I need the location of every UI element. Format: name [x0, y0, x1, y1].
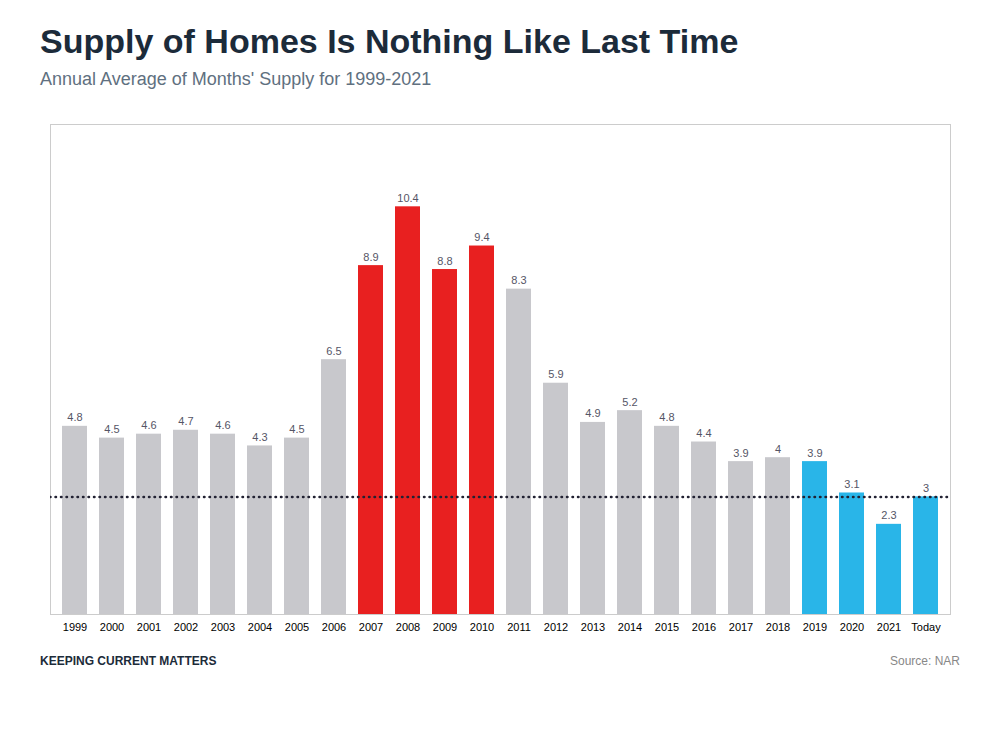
- svg-text:2020: 2020: [840, 621, 864, 633]
- html-text:KEEPING CURRENT MATTERS: KEEPING CURRENT MATTERS: [40, 654, 217, 668]
- svg-text:4.6: 4.6: [215, 419, 230, 431]
- svg-text:1999: 1999: [63, 621, 87, 633]
- svg-text:3.9: 3.9: [733, 447, 748, 459]
- svg-text:2016: 2016: [692, 621, 716, 633]
- svg-text:4.8: 4.8: [659, 411, 674, 423]
- svg-text:2017: 2017: [729, 621, 753, 633]
- svg-text:4.3: 4.3: [252, 431, 267, 443]
- svg-text:2006: 2006: [322, 621, 346, 633]
- svg-text:2019: 2019: [803, 621, 827, 633]
- html-text:Annual Average of Months' Supp: Annual Average of Months' Supply for 199…: [40, 69, 432, 89]
- svg-text:4.8: 4.8: [67, 411, 82, 423]
- svg-text:10.4: 10.4: [397, 192, 418, 204]
- svg-text:2010: 2010: [470, 621, 494, 633]
- svg-text:2003: 2003: [211, 621, 235, 633]
- svg-text:8.8: 8.8: [437, 255, 452, 267]
- svg-text:2.3: 2.3: [881, 509, 896, 521]
- svg-text:2018: 2018: [766, 621, 790, 633]
- svg-text:2001: 2001: [137, 621, 161, 633]
- svg-text:2012: 2012: [544, 621, 568, 633]
- svg-text:4: 4: [775, 443, 781, 455]
- svg-text:5.2: 5.2: [622, 396, 637, 408]
- svg-text:6.5: 6.5: [326, 345, 341, 357]
- svg-text:4.9: 4.9: [585, 407, 600, 419]
- svg-text:3.9: 3.9: [807, 447, 822, 459]
- svg-text:4.7: 4.7: [178, 415, 193, 427]
- svg-text:8.3: 8.3: [511, 274, 526, 286]
- svg-text:4.6: 4.6: [141, 419, 156, 431]
- html-text:Source: NAR: Source: NAR: [890, 654, 960, 668]
- svg-text:4.5: 4.5: [289, 423, 304, 435]
- svg-text:2021: 2021: [877, 621, 901, 633]
- svg-text:3.1: 3.1: [844, 478, 859, 490]
- svg-text:8.9: 8.9: [363, 251, 378, 263]
- svg-text:4.5: 4.5: [104, 423, 119, 435]
- svg-text:2005: 2005: [285, 621, 309, 633]
- svg-text:3: 3: [923, 482, 929, 494]
- svg-text:2002: 2002: [174, 621, 198, 633]
- svg-text:2009: 2009: [433, 621, 457, 633]
- svg-text:5.9: 5.9: [548, 368, 563, 380]
- svg-text:2004: 2004: [248, 621, 272, 633]
- svg-text:4.4: 4.4: [696, 427, 711, 439]
- svg-text:9.4: 9.4: [474, 231, 489, 243]
- svg-text:2007: 2007: [359, 621, 383, 633]
- svg-text:2014: 2014: [618, 621, 642, 633]
- svg-text:2000: 2000: [100, 621, 124, 633]
- svg-text:Today: Today: [911, 621, 941, 633]
- svg-text:2011: 2011: [507, 621, 531, 633]
- html-text:Supply of Homes Is Nothing Lik: Supply of Homes Is Nothing Like Last Tim…: [40, 22, 739, 60]
- svg-text:2008: 2008: [396, 621, 420, 633]
- svg-text:2015: 2015: [655, 621, 679, 633]
- svg-text:2013: 2013: [581, 621, 605, 633]
